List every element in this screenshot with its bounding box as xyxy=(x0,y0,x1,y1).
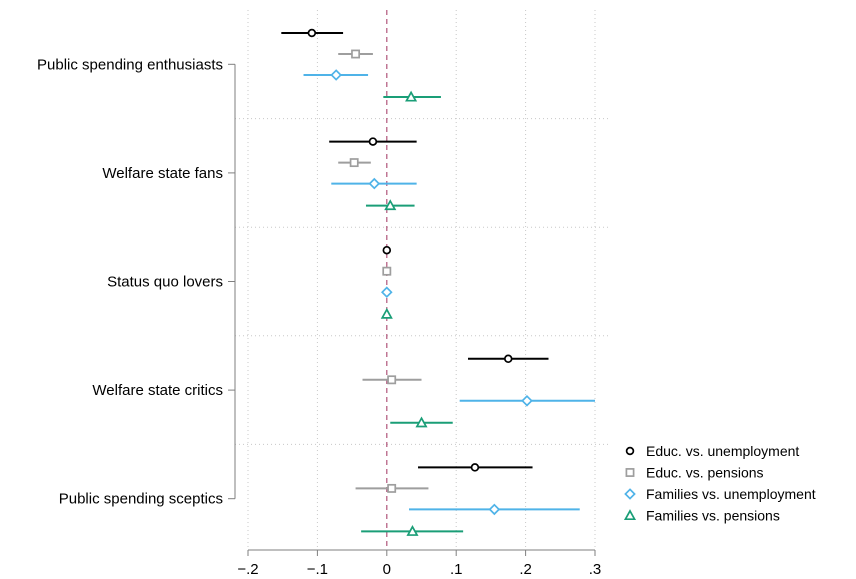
point-estimate xyxy=(488,503,501,516)
point-estimate xyxy=(382,245,392,255)
point-estimate xyxy=(368,177,381,190)
legend-label: Educ. vs. pensions xyxy=(646,465,764,481)
category-label: Welfare state fans xyxy=(102,165,223,182)
point-estimate xyxy=(387,375,397,385)
x-tick-label: .1 xyxy=(450,561,463,578)
point-estimate xyxy=(387,483,397,493)
x-tick-label: .3 xyxy=(589,561,602,578)
legend-marker xyxy=(623,509,637,521)
x-tick-label: 0 xyxy=(383,561,391,578)
x-tick-label: .2 xyxy=(519,561,532,578)
series-marks xyxy=(281,28,595,536)
legend-marker xyxy=(625,468,635,477)
point-estimate xyxy=(384,199,397,211)
x-tick-label: −.1 xyxy=(307,561,328,578)
point-estimate xyxy=(405,90,418,102)
legend: Educ. vs. unemployment Educ. vs. pensions… xyxy=(623,443,816,524)
point-estimate xyxy=(415,416,428,428)
point-estimate xyxy=(330,69,342,81)
point-estimate xyxy=(351,49,361,59)
point-estimate xyxy=(368,137,378,146)
legend-label: Families vs. unemployment xyxy=(646,486,816,502)
point-estimate xyxy=(406,525,419,536)
grid-lines xyxy=(235,10,608,550)
point-estimate xyxy=(380,286,393,299)
point-estimate xyxy=(470,463,480,472)
category-label: Welfare state critics xyxy=(92,382,223,399)
legend-marker xyxy=(624,488,636,500)
point-estimate xyxy=(521,394,533,407)
axes: Public spending enthusiasts Welfare state… xyxy=(37,56,601,578)
category-label: Public spending sceptics xyxy=(59,491,223,508)
legend-label: Families vs. pensions xyxy=(646,508,780,524)
point-estimate xyxy=(382,266,392,276)
category-label: Status quo lovers xyxy=(107,274,223,291)
legend-marker xyxy=(625,446,635,456)
point-estimate xyxy=(307,28,317,38)
legend-label: Educ. vs. unemployment xyxy=(646,443,799,459)
point-estimate xyxy=(380,307,393,319)
category-label: Public spending enthusiasts xyxy=(37,56,223,73)
x-tick-label: −.2 xyxy=(237,561,258,578)
point-estimate xyxy=(349,158,359,168)
point-estimate xyxy=(504,354,513,364)
